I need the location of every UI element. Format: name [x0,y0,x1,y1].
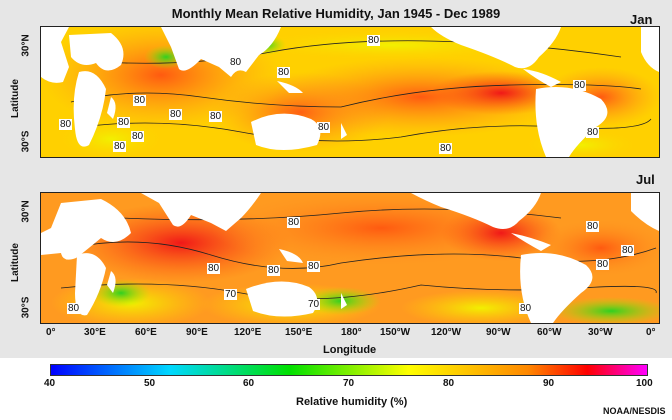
chart-title: Monthly Mean Relative Humidity, Jan 1945… [171,6,501,21]
contour-label: 80 [573,80,587,91]
contour-label: 80 [519,303,533,314]
colorbar-tick: 70 [343,378,355,389]
panel-jul-ylabel: Latitude [10,243,21,282]
contour-label: 80 [59,119,73,130]
jan-humidity-field [41,27,659,157]
colorbar [50,364,648,376]
panel-jul-month: Jul [636,172,655,187]
x-axis-label: Longitude [323,344,377,356]
x-tick: 0° [646,327,656,338]
x-tick: 0° [46,327,56,338]
x-tick: 60°W [537,327,562,338]
contour-label: 80 [307,261,321,272]
contour-label: 80 [439,143,453,154]
contour-label: 80 [209,111,223,122]
x-tick: 90°W [486,327,511,338]
colorbar-tick: 60 [243,378,255,389]
contour-label: 80 [367,35,381,46]
colorbar-label: Relative humidity (%) [296,396,408,408]
panel-jan-lat-30n: 30°N [20,34,32,57]
x-tick: 30°W [588,327,613,338]
panel-jan-month: Jan [630,12,653,27]
x-tick: 60°E [135,327,157,338]
colorbar-tick: 90 [543,378,555,389]
contour-label: 80 [229,57,243,68]
contour-label: 80 [277,67,291,78]
x-tick: 150°E [285,327,313,338]
contour-label: 80 [169,109,183,120]
x-tick: 90°E [186,327,208,338]
contour-label: 80 [207,263,221,274]
contour-label: 80 [596,259,610,270]
contour-label: 80 [586,127,600,138]
panel-jul-lat-30n: 30°N [20,200,32,223]
contour-label: 80 [131,131,145,142]
x-tick: 150°W [380,327,411,338]
contour-label: 80 [287,217,301,228]
jul-humidity-field [41,193,659,323]
x-tick: 120°W [431,327,462,338]
colorbar-tick: 50 [144,378,156,389]
contour-label: 80 [133,95,147,106]
contour-label: 80 [267,265,281,276]
panel-jul-map: 80 80 80 80 80 80 80 80 70 70 80 [40,192,660,324]
contour-label: 80 [113,141,127,152]
colorbar-tick: 80 [443,378,455,389]
contour-label: 80 [586,221,600,232]
panel-jan-lat-30s: 30°S [20,130,32,153]
panel-jan-map: 80 80 80 80 80 80 80 80 80 80 80 80 80 8… [40,26,660,158]
x-tick: 180° [341,327,362,338]
credit: NOAA/NESDIS [603,406,666,416]
colorbar-tick: 40 [44,378,56,389]
x-tick: 30°E [84,327,106,338]
colorbar-tick: 100 [636,378,653,389]
panel-jul-lat-30s: 30°S [20,296,32,319]
contour-label: 70 [307,299,321,310]
panel-jan-ylabel: Latitude [10,79,21,118]
contour-label: 80 [317,122,331,133]
x-tick: 120°E [234,327,262,338]
contour-label: 80 [117,117,131,128]
contour-label: 80 [621,245,635,256]
contour-label: 80 [67,303,81,314]
contour-label: 70 [224,289,238,300]
